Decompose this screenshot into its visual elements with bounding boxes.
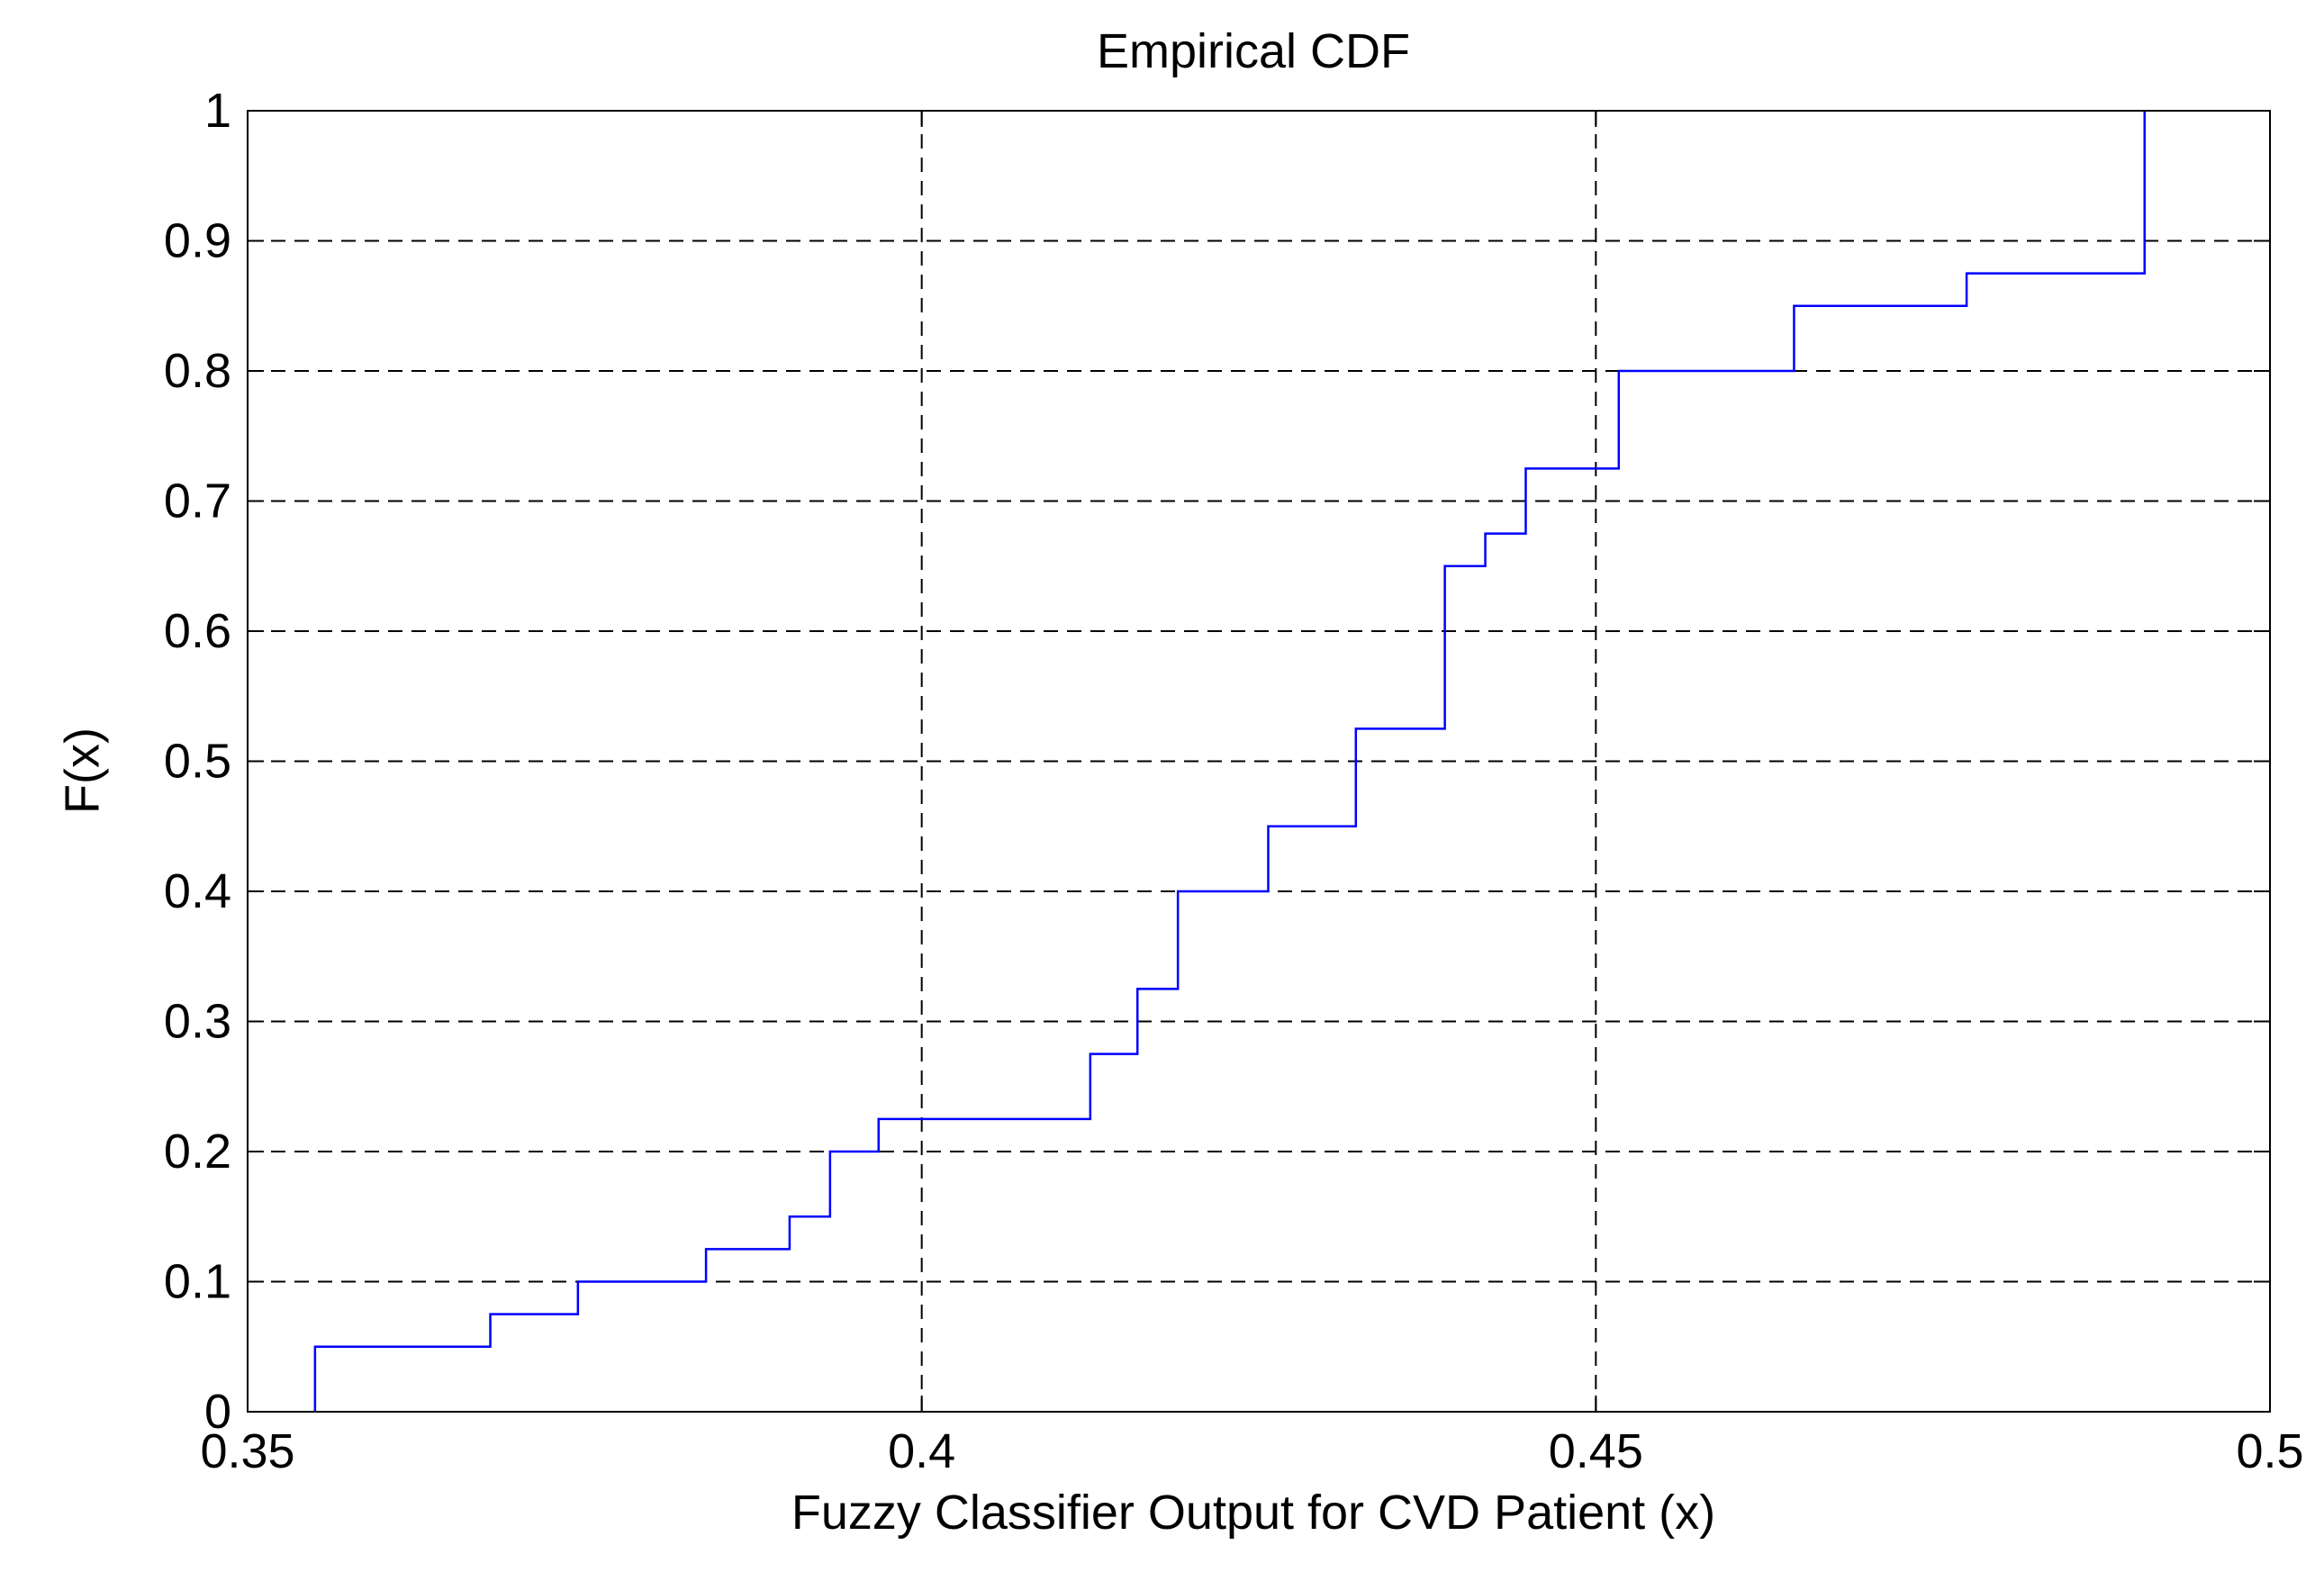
chart-title: Empirical CDF: [1097, 24, 1410, 78]
y-tick-label: 0.9: [164, 214, 231, 268]
grid-layer: [248, 111, 2270, 1412]
y-tick-label: 0.3: [164, 995, 231, 1049]
x-tick-label: 0.35: [200, 1424, 294, 1478]
x-tick-label: 0.5: [2236, 1424, 2303, 1478]
cdf-step-line: [313, 111, 2146, 1412]
x-tick-label: 0.45: [1549, 1424, 1643, 1478]
y-tick-label: 0.8: [164, 344, 231, 398]
y-tick-label: 0.1: [164, 1255, 231, 1309]
y-tick-label: 0.5: [164, 735, 231, 789]
y-axis-label: F(x): [55, 727, 109, 814]
y-tick-label: 0.2: [164, 1125, 231, 1179]
tick-layer: 0.35 0.4 0.45 0.5 0 0.1 0.2 0.3 0.4 0.5 0.6 0.7 0.8 0…: [164, 84, 2304, 1478]
y-tick-label: 0.4: [164, 864, 231, 918]
y-tick-label: 0.6: [164, 604, 231, 658]
x-axis-label: Fuzzy Classifier Output for CVD Patient …: [791, 1486, 1715, 1540]
y-tick-label: 1: [204, 84, 231, 138]
y-tick-label: 0.7: [164, 474, 231, 529]
y-tick-label: 0: [204, 1385, 231, 1439]
x-tick-label: 0.4: [888, 1424, 955, 1478]
series-layer: [313, 111, 2146, 1412]
